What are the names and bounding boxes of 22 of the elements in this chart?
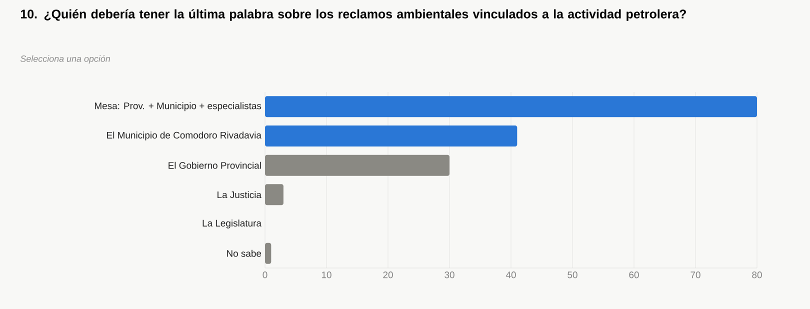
x-tick-label: 80	[752, 272, 762, 278]
x-tick-label: 0	[262, 272, 268, 278]
y-tick-label: El Gobierno Provincial	[168, 162, 261, 169]
y-tick-label: La Legislatura	[202, 220, 262, 228]
chart-title: 10. ¿Quién debería tener la última palabra sobre los reclamos ambientales vinculados a la actividad petrolera?	[20, 9, 686, 21]
x-tick-label: 10	[322, 272, 332, 278]
y-tick-label: El Municipio de Comodoro Rivadavia	[107, 132, 262, 140]
x-tick-label: 60	[629, 272, 639, 278]
bar	[265, 242, 272, 264]
bar	[265, 154, 450, 176]
y-tick-label: Mesa: Prov. + Municipio + especialistas	[94, 102, 262, 112]
x-tick-label: 50	[568, 272, 578, 278]
bar	[265, 184, 284, 206]
x-tick-label: 40	[506, 272, 516, 278]
x-tick-label: 70	[690, 272, 700, 278]
text: Selecciona una opción	[20, 55, 110, 64]
bar	[265, 96, 758, 118]
x-tick-label: 20	[383, 272, 393, 278]
x-tick-label: 30	[444, 272, 454, 278]
y-tick-label: No sabe	[227, 250, 262, 257]
y-tick-label: La Justicia	[218, 191, 262, 198]
bar	[265, 126, 518, 147]
